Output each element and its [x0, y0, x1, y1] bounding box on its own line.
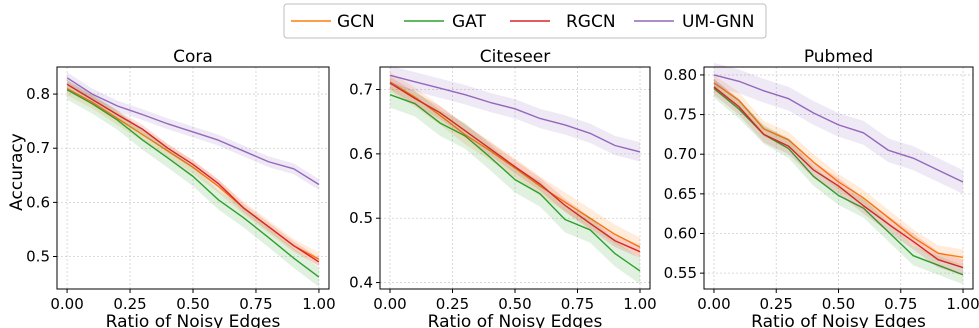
cora-title: Cora — [173, 47, 213, 67]
cora-xtick-label: 1.00 — [302, 295, 335, 313]
pubmed-xtick-label: 0.75 — [884, 295, 917, 313]
panel-citeseer: 0.00 0.25 0.50 0.75 1.00 0.4 0.5 0.6 0.7 Citeseer… — [349, 47, 657, 328]
cora-xtick-label: 0.75 — [239, 295, 272, 313]
y-axis-label: Accuracy — [7, 133, 27, 211]
pubmed-ytick-label: 0.55 — [664, 264, 697, 282]
pubmed-rgcn-band — [713, 78, 964, 276]
citeseer-xtick-label: 0.50 — [498, 295, 531, 313]
cora-rgcn-line — [66, 83, 320, 263]
citeseer-gcn-line — [389, 81, 641, 248]
pubmed-gcn-band — [713, 74, 964, 266]
cora-frame — [56, 66, 330, 290]
pubmed-xtick-label: 0.00 — [697, 295, 730, 313]
pubmed-xtick-label: 0.50 — [822, 295, 855, 313]
citeseer-xtick-label: 0.25 — [436, 295, 469, 313]
cora-ytick-label: 0.5 — [26, 248, 50, 266]
cora-um-gnn-line — [66, 77, 320, 186]
cora-gat-band — [67, 79, 319, 287]
legend-label-rgcn: RGCN — [566, 12, 616, 32]
citeseer-ytick-label: 0.6 — [349, 145, 373, 163]
legend-label-gcn: GCN — [337, 12, 375, 32]
pubmed-ytick-label: 0.70 — [664, 145, 697, 163]
pubmed-xtick-label: 1.00 — [946, 295, 979, 313]
citeseer-rgcn-line — [389, 82, 641, 253]
citeseer-gat-line — [389, 94, 641, 272]
pubmed-rgcn-line — [713, 86, 964, 269]
cora-ytick-label: 0.7 — [26, 139, 50, 157]
pubmed-um-gnn-line — [713, 74, 964, 183]
citeseer-ytick-label: 0.5 — [349, 209, 373, 227]
cora-ytick-label: 0.8 — [26, 85, 50, 103]
pubmed-ytick-label: 0.65 — [664, 185, 697, 203]
citeseer-title: Citeseer — [480, 47, 550, 67]
citeseer-um-gnn-band — [390, 65, 640, 162]
cora-um-gnn-band — [67, 72, 319, 190]
pubmed-title: Pubmed — [804, 47, 873, 67]
citeseer-x-axis-label: Ratio of Noisy Edges — [428, 312, 603, 328]
pubmed-um-gnn-band — [713, 63, 964, 194]
pubmed-ytick-label: 0.60 — [664, 225, 697, 243]
cora-gcn-band — [67, 82, 319, 266]
legend-label-gat: GAT — [452, 12, 486, 32]
citeseer-um-gnn-line — [389, 74, 641, 153]
citeseer-xtick-label: 1.00 — [623, 295, 656, 313]
citeseer-xtick-label: 0.75 — [561, 295, 594, 313]
pubmed-ytick-label: 0.75 — [664, 106, 697, 124]
cora-rgcn-band — [67, 79, 319, 267]
citeseer-ytick-label: 0.4 — [349, 274, 373, 292]
pubmed-frame — [703, 66, 974, 290]
pubmed-gat-band — [713, 78, 964, 285]
pubmed-xtick-label: 0.25 — [760, 295, 793, 313]
pubmed-x-axis-label: Ratio of Noisy Edges — [751, 312, 926, 328]
panel-pubmed: 0.00 0.25 0.50 0.75 1.00 0.55 0.60 0.65 0.70 0.75… — [664, 47, 979, 328]
cora-xtick-label: 0.25 — [113, 295, 146, 313]
legend: GCN GAT RGCN UM-GNN — [283, 3, 767, 39]
legend-label-um-gnn: UM-GNN — [682, 12, 754, 32]
citeseer-gat-band — [390, 81, 640, 284]
cora-xtick-label: 0.00 — [50, 295, 83, 313]
cora-x-axis-label: Ratio of Noisy Edges — [106, 312, 281, 328]
citeseer-xtick-label: 0.00 — [373, 295, 406, 313]
cora-xtick-label: 0.50 — [176, 295, 209, 313]
pubmed-ytick-label: 0.80 — [664, 66, 697, 84]
panel-cora: 0.00 0.25 0.50 0.75 1.00 0.5 0.6 0.7 0.8 Cora Rati… — [26, 47, 335, 328]
citeseer-ytick-label: 0.7 — [349, 81, 373, 99]
cora-gat-line — [66, 89, 320, 278]
pubmed-gcn-line — [713, 82, 964, 258]
citeseer-frame — [379, 66, 651, 290]
cora-ytick-label: 0.6 — [26, 193, 50, 211]
